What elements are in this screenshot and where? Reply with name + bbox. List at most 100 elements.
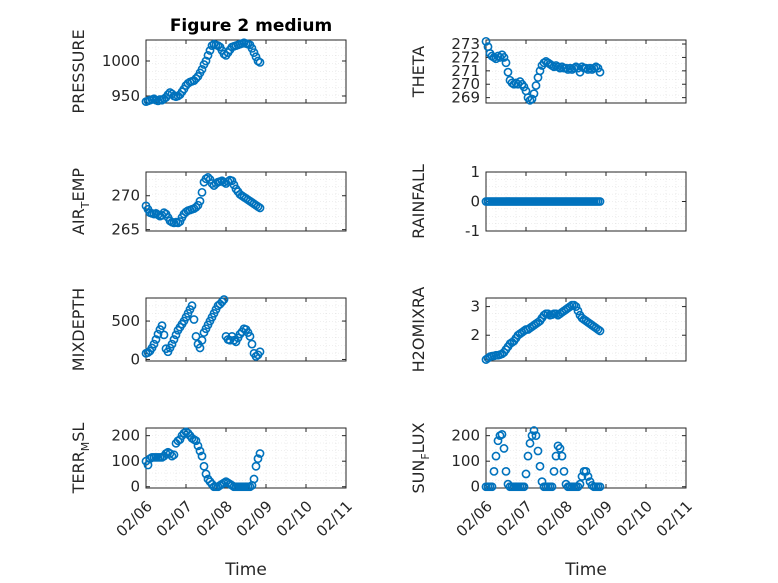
y-axis-label-main: PRESSURE (69, 29, 88, 113)
y-axis-label-main: TERR (69, 451, 88, 494)
y-axis-label-main: MIXDEPTH (69, 288, 88, 371)
data-point (501, 58, 511, 68)
subplot-4: -1 0 1 RAINFALL (409, 163, 687, 240)
data-point (253, 454, 263, 464)
y-tick-label: 272 (451, 48, 480, 66)
y-axis-label: AIRTEMP (69, 168, 92, 235)
data-point (525, 438, 535, 448)
data-point (255, 58, 265, 67)
y-tick-label: 2 (470, 326, 480, 344)
data-point (533, 446, 543, 456)
y-tick-label: 500 (111, 312, 140, 330)
data-point (251, 461, 261, 471)
data-point (195, 343, 205, 353)
data-point (249, 474, 259, 484)
y-axis-label: THETA (409, 46, 428, 98)
data-point (203, 51, 213, 60)
data-point (565, 302, 575, 311)
data-point (191, 332, 201, 341)
data-point (527, 431, 537, 441)
data-point (559, 467, 569, 476)
data-point (217, 297, 227, 307)
data-point (539, 310, 549, 320)
y-tick-label: 270 (451, 75, 480, 93)
data-point (191, 436, 201, 446)
data-point (571, 302, 581, 311)
y-tick-label: 1 (470, 163, 480, 181)
data-point (201, 469, 211, 479)
data-point (197, 451, 207, 461)
data-point (551, 309, 561, 319)
data-point (487, 482, 497, 492)
data-point (595, 326, 605, 336)
data-point (171, 330, 181, 340)
data-point (529, 89, 539, 99)
y-axis-label-subscript: T (79, 201, 92, 209)
data-point (493, 436, 503, 446)
data-point (169, 450, 179, 460)
data-point (531, 431, 541, 441)
y-axis-label: H2OMIXRA (409, 287, 428, 373)
axes-frame (485, 297, 687, 362)
y-tick-label: 1000 (102, 52, 140, 70)
data-point (581, 467, 591, 476)
data-point (197, 65, 207, 74)
data-point (245, 332, 255, 341)
data-point (187, 301, 197, 311)
data-point (595, 67, 605, 77)
y-tick-label: 200 (111, 427, 140, 445)
y-tick-label: 0 (470, 478, 480, 496)
data-point (503, 67, 513, 77)
data-point (491, 451, 501, 461)
y-axis-label-tail: LUX (409, 422, 428, 453)
data-point (151, 335, 161, 344)
data-point (521, 469, 531, 479)
data-point (195, 196, 205, 206)
y-axis-label-main: SUN (409, 460, 428, 494)
y-tick-label: 200 (451, 427, 480, 445)
data-point (481, 36, 491, 46)
y-axis-label-tail: EMP (69, 168, 88, 202)
data-point (255, 203, 265, 213)
data-point (575, 479, 585, 489)
data-point (595, 482, 605, 492)
data-point (205, 46, 215, 55)
data-point (497, 429, 507, 439)
data-point (555, 444, 565, 453)
y-tick-label: 265 (111, 221, 140, 239)
data-point (501, 467, 511, 476)
y-axis-label: RAINFALL (409, 164, 428, 239)
data-point (527, 94, 537, 104)
data-point (499, 444, 509, 453)
data-point (157, 321, 167, 331)
y-axis-label-main: RAINFALL (409, 164, 428, 239)
data-point (535, 461, 545, 471)
y-tick-label: 3 (470, 298, 480, 316)
data-point (247, 339, 257, 349)
y-axis-label-main: AIR (69, 208, 88, 235)
data-point (153, 329, 163, 339)
y-tick-label: 0 (470, 193, 480, 211)
data-point (255, 449, 265, 458)
data-point (149, 339, 159, 349)
data-point (569, 300, 579, 310)
data-point (249, 48, 259, 57)
data-point (247, 44, 257, 53)
data-point (191, 74, 201, 83)
figure-title: Figure 2 medium (170, 16, 332, 36)
x-axis-label: Time (224, 560, 267, 580)
data-point (193, 441, 203, 451)
subplot-5: 0 500 MIXDEPTH (69, 288, 347, 371)
y-axis-label-tail: SL (69, 423, 88, 442)
data-point (531, 81, 541, 90)
y-tick-label: 271 (451, 62, 480, 80)
data-point (207, 179, 217, 188)
y-axis-label-main: THETA (409, 46, 428, 98)
y-tick-label: 0 (130, 350, 140, 368)
data-point (197, 335, 207, 345)
y-tick-label: 100 (451, 452, 480, 470)
data-point (203, 173, 213, 182)
subplot-6: 2 3 H2OMIXRA (409, 287, 687, 373)
y-tick-label: 950 (111, 87, 140, 105)
